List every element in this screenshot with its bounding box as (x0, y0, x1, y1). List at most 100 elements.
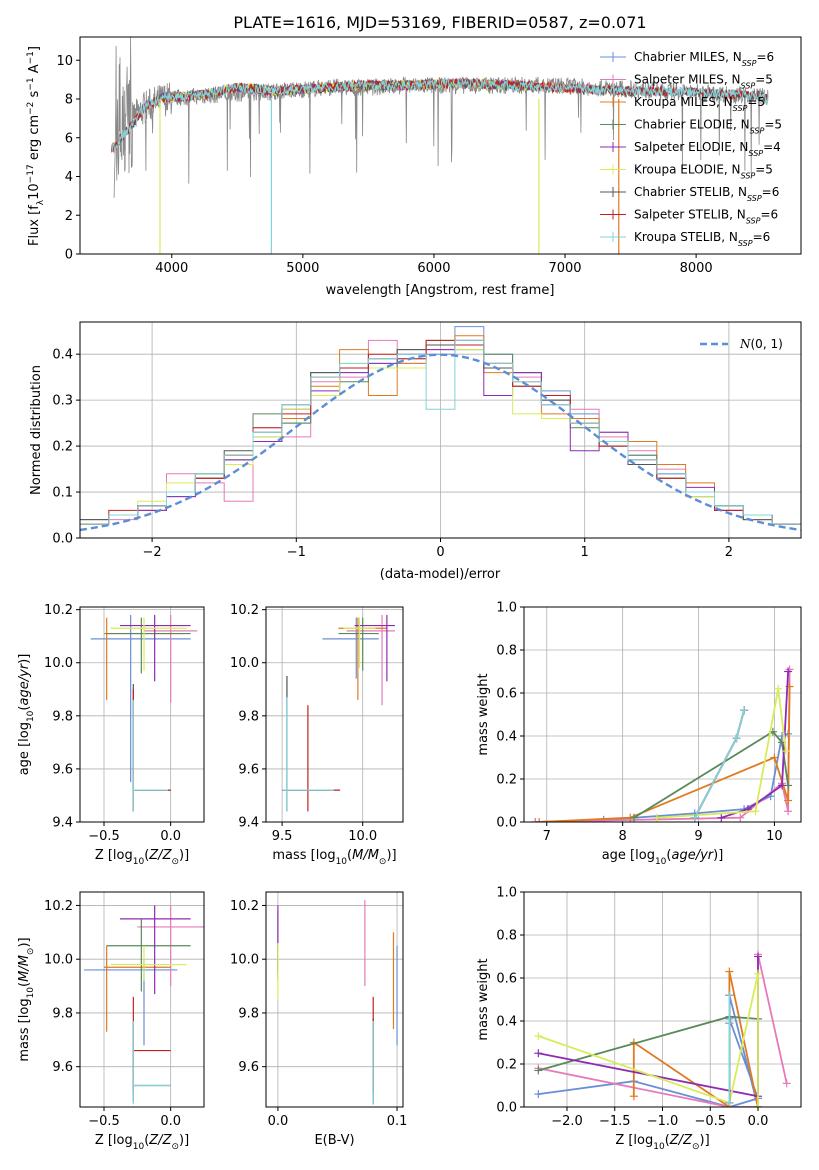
figure-title: PLATE=1616, MJD=53169, FIBERID=0587, z=0… (233, 13, 646, 32)
y-tick-label: 0.3 (52, 394, 73, 409)
y-tick-label: 1.0 (496, 886, 517, 901)
y-axis-label: age [log10(age/yr)] (17, 654, 36, 776)
y-tick-label: 10.2 (230, 603, 259, 618)
x-tick-label: 10 (766, 829, 783, 844)
y-axis-label: mass weight (476, 673, 491, 755)
x-tick-label: 9.5 (272, 829, 293, 844)
x-axis-label: Z [log10(Z/Z⊙)] (95, 1133, 189, 1152)
y-tick-label: 0 (65, 248, 73, 263)
axes-frame (265, 606, 404, 823)
legend-entry: Chabrier MILES, NSSP=6 (634, 50, 774, 68)
legend-entry: Chabrier ELODIE, NSSP=5 (634, 118, 782, 136)
y-tick-label: 10.2 (44, 603, 73, 618)
x-tick-label: 0.0 (268, 1114, 289, 1129)
axes-mass-vs-EBV: 0.0 0.1 9.6 9.8 10.0 10.2 E(B-V) (230, 891, 408, 1148)
weight-line (539, 686, 791, 822)
plot-area (531, 665, 794, 822)
legend-entry: Kroupa ELODIE, NSSP=5 (634, 163, 773, 181)
x-tick-label: 9 (694, 829, 702, 844)
x-tick-label: −0.5 (88, 829, 120, 844)
y-tick-label: 9.8 (238, 709, 259, 724)
y-tick-label: 8 (65, 93, 73, 108)
weight-line (633, 730, 789, 819)
x-tick-label: 0.0 (160, 1114, 181, 1129)
y-tick-label: 0.6 (496, 972, 517, 987)
legend-entry: Salpeter ELODIE, NSSP=4 (634, 140, 781, 158)
x-axis-label: E(B-V) (314, 1133, 354, 1148)
legend-entry: N(0, 1) (739, 337, 783, 351)
axes-mass-weight-vs-age: 7 8 9 10 0.0 0.2 0.4 0.6 0.8 1.0 age [log10(age/yr… (476, 601, 802, 867)
y-axis-label: mass [log10(M/M⊙)] (17, 937, 36, 1061)
legend-entry: Kroupa STELIB, NSSP=6 (634, 230, 770, 248)
gaussian-curve (80, 353, 801, 532)
plot-area (277, 900, 398, 1105)
legend-entry: Salpeter STELIB, NSSP=6 (634, 208, 778, 226)
x-tick-label: −1.5 (599, 1114, 631, 1129)
y-tick-label: 9.8 (238, 1006, 259, 1021)
model-line (111, 77, 769, 153)
y-tick-label: 9.4 (238, 816, 259, 831)
y-tick-label: 0.8 (496, 929, 517, 944)
axes-mass-vs-Z: −0.5 0.0 9.6 9.8 10.0 10.2 Z [log10(Z/Z⊙)] mass… (17, 891, 205, 1152)
plot-area (90, 614, 198, 812)
y-tick-label: 9.8 (52, 709, 73, 724)
x-tick-label: −1 (287, 545, 306, 560)
x-axis-label: (data-model)/error (380, 567, 501, 582)
x-axis-label: mass [log10(M/M⊙)] (272, 848, 396, 867)
y-tick-label: 9.6 (52, 762, 73, 777)
x-axis-label: wavelength [Angstrom, rest frame] (326, 283, 555, 298)
x-tick-label: 1 (581, 545, 589, 560)
weight-line (656, 688, 787, 819)
axes-frame (523, 606, 802, 823)
plot-area (534, 950, 791, 1107)
y-tick-label: 0.4 (496, 1015, 517, 1030)
y-tick-label: 9.8 (52, 1006, 73, 1021)
x-tick-label: 0.0 (160, 829, 181, 844)
y-tick-label: 10.0 (230, 953, 259, 968)
y-tick-label: 0.2 (496, 773, 517, 788)
y-tick-label: 9.4 (52, 816, 73, 831)
y-tick-label: 0.0 (52, 532, 73, 547)
histogram-step-line (80, 339, 801, 530)
weight-line (538, 1015, 759, 1107)
x-tick-label: −1.0 (647, 1114, 679, 1129)
axes-spectrum: 4000 5000 6000 7000 8000 0 2 4 6 8 10 wavelength [A… (26, 36, 802, 298)
axes-frame (79, 891, 205, 1108)
x-tick-label: 0.1 (387, 1114, 408, 1129)
y-tick-label: 10.2 (230, 899, 259, 914)
y-tick-label: 10.2 (44, 899, 73, 914)
y-axis-label: Flux [fλ10−17 erg cm−2 s−1 A−1] (26, 46, 46, 246)
x-tick-label: −0.5 (88, 1114, 120, 1129)
legend: Chabrier MILES, NSSP=6 Salpeter MILES, NS… (600, 50, 782, 248)
x-tick-label: 6000 (417, 261, 450, 276)
y-tick-label: 10.0 (44, 656, 73, 671)
y-tick-label: 9.6 (52, 1060, 73, 1075)
y-tick-label: 0.2 (52, 440, 73, 455)
x-tick-label: −2 (143, 545, 162, 560)
y-tick-label: 2 (65, 209, 73, 224)
plot-area (80, 326, 801, 532)
plot-area (282, 614, 395, 812)
axes-frame (79, 606, 205, 823)
x-tick-label: 5000 (286, 261, 319, 276)
x-tick-label: 10.0 (348, 829, 377, 844)
axes-mass-weight-vs-Z: −2.0 −1.5 −1.0 −0.5 0.0 0.0 0.2 0.4 0.6 0.8 1.0 Z [… (476, 886, 802, 1152)
y-tick-label: 6 (65, 131, 73, 146)
x-tick-label: 2 (725, 545, 733, 560)
x-tick-label: 4000 (155, 261, 188, 276)
x-axis-label: Z [log10(Z/Z⊙)] (95, 848, 189, 867)
legend-entry: Kroupa MILES, NSSP=5 (634, 95, 765, 113)
y-tick-label: 0.0 (496, 816, 517, 831)
y-tick-label: 0.1 (52, 486, 73, 501)
y-axis-label: Normed distribution (29, 365, 44, 495)
y-tick-label: 10 (56, 54, 73, 69)
x-tick-label: 7 (543, 829, 551, 844)
x-tick-label: −2.0 (551, 1114, 583, 1129)
y-tick-label: 0.2 (496, 1058, 517, 1073)
y-tick-label: 0.4 (496, 730, 517, 745)
axes-age-vs-mass: 9.5 10.0 9.4 9.6 9.8 10.0 10.2 mass [log10(M/M⊙… (230, 603, 404, 867)
weight-line (538, 973, 759, 1107)
plot-area (111, 37, 769, 254)
y-axis-label: mass weight (476, 958, 491, 1040)
